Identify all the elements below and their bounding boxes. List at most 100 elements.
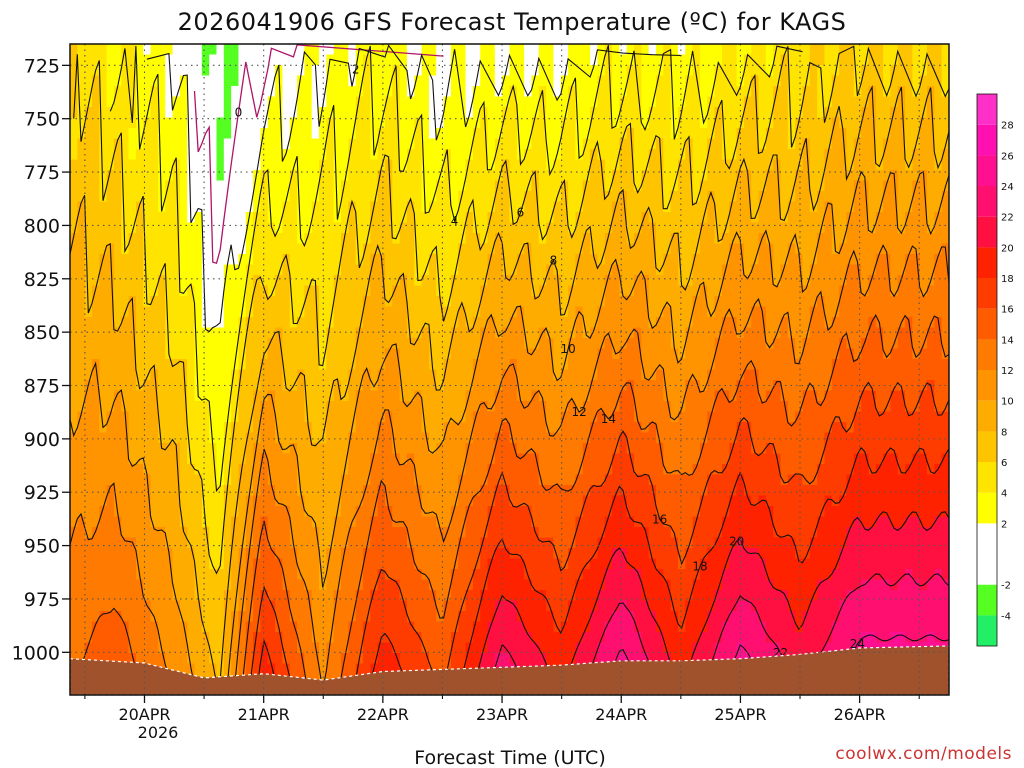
heatmap-cell (143, 327, 152, 339)
heatmap-cell (582, 338, 591, 350)
heatmap-cell (319, 632, 327, 644)
heatmap-cell (560, 285, 569, 297)
heatmap-cell (333, 96, 342, 108)
heatmap-cell (436, 317, 445, 329)
heatmap-cell (428, 569, 437, 581)
heatmap-cell (450, 348, 459, 360)
heatmap-cell (289, 275, 298, 287)
heatmap-cell (604, 212, 613, 224)
heatmap-cell (494, 653, 503, 665)
heatmap-cell (297, 432, 305, 444)
heatmap-cell (626, 191, 635, 203)
heatmap-cell (568, 632, 577, 644)
heatmap-cell (231, 432, 240, 444)
heatmap-cell (113, 86, 122, 98)
heatmap-cell (179, 611, 188, 623)
heatmap-cell (275, 537, 284, 549)
heatmap-cell (531, 96, 540, 108)
heatmap-cell (231, 390, 240, 402)
heatmap-cell (341, 495, 349, 507)
heatmap-cell (99, 117, 108, 129)
heatmap-cell (524, 96, 533, 108)
heatmap-cell (553, 590, 562, 602)
heatmap-cell (363, 54, 371, 66)
heatmap-cell (245, 222, 254, 234)
heatmap-cell (480, 359, 489, 371)
heatmap-cell (619, 369, 628, 381)
heatmap-cell (370, 422, 379, 434)
heatmap-cell (531, 485, 540, 497)
heatmap-cell (282, 128, 291, 140)
heatmap-cell (231, 107, 240, 119)
heatmap-cell (421, 75, 430, 87)
heatmap-cell (260, 296, 269, 308)
heatmap-cell (582, 296, 591, 308)
heatmap-cell (231, 474, 240, 486)
heatmap-cell (582, 65, 591, 77)
heatmap-cell (487, 338, 496, 350)
heatmap-cell (355, 191, 364, 203)
heatmap-cell (648, 432, 657, 444)
heatmap-cell (231, 54, 240, 66)
heatmap-cell (201, 338, 210, 350)
heatmap-cell (128, 149, 137, 161)
heatmap-cell (77, 558, 86, 570)
heatmap-cell (187, 642, 196, 654)
heatmap-cell (465, 506, 474, 518)
heatmap-cell (77, 170, 86, 182)
heatmap-cell (135, 285, 144, 297)
heatmap-cell (319, 548, 327, 560)
heatmap-cell (157, 180, 166, 192)
heatmap-cell (245, 474, 254, 486)
heatmap-cell (106, 296, 115, 308)
heatmap-cell (634, 495, 642, 507)
heatmap-cell (143, 222, 152, 234)
heatmap-cell (487, 138, 496, 150)
heatmap-cell (480, 180, 489, 192)
heatmap-cell (399, 348, 408, 360)
heatmap-cell (641, 296, 650, 308)
heatmap-cell (289, 474, 298, 486)
heatmap-cell (84, 401, 93, 413)
heatmap-cell (428, 149, 437, 161)
heatmap-cell (238, 285, 247, 297)
heatmap-cell (509, 338, 518, 350)
heatmap-cell (428, 285, 437, 297)
heatmap-cell (99, 632, 108, 644)
heatmap-cell (165, 611, 174, 623)
heatmap-cell (238, 212, 247, 224)
heatmap-cell (575, 380, 584, 392)
heatmap-cell (106, 54, 115, 66)
heatmap-cell (516, 422, 525, 434)
heatmap-cell (458, 348, 467, 360)
heatmap-cell (509, 96, 518, 108)
heatmap-cell (216, 390, 225, 402)
heatmap-cell (546, 642, 555, 654)
heatmap-cell (384, 348, 393, 360)
heatmap-cell (172, 138, 181, 150)
heatmap-cell (267, 600, 276, 612)
heatmap-cell (260, 506, 269, 518)
heatmap-cell (428, 275, 437, 287)
heatmap-cell (656, 86, 664, 98)
heatmap-cell (480, 254, 489, 266)
heatmap-cell (531, 191, 540, 203)
heatmap-cell (406, 264, 415, 276)
heatmap-cell (494, 117, 503, 129)
heatmap-cell (135, 180, 144, 192)
heatmap-cell (524, 453, 533, 465)
heatmap-cell (135, 600, 144, 612)
heatmap-cell (641, 170, 650, 182)
heatmap-cell (245, 296, 254, 308)
heatmap-cell (135, 432, 144, 444)
heatmap-cell (297, 338, 305, 350)
heatmap-cell (553, 653, 562, 665)
heatmap-cell (465, 621, 474, 633)
heatmap-cell (187, 327, 196, 339)
heatmap-cell (480, 170, 489, 182)
heatmap-cell (238, 338, 247, 350)
heatmap-cell (157, 212, 166, 224)
heatmap-cell (634, 348, 642, 360)
heatmap-cell (326, 243, 335, 255)
heatmap-cell (128, 191, 137, 203)
